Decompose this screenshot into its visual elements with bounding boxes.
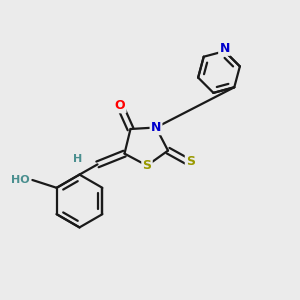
Text: HO: HO bbox=[11, 175, 29, 185]
Text: O: O bbox=[115, 99, 125, 112]
Text: N: N bbox=[151, 121, 161, 134]
Text: N: N bbox=[219, 42, 230, 55]
Text: S: S bbox=[142, 159, 152, 172]
Text: S: S bbox=[186, 155, 195, 168]
Text: H: H bbox=[73, 154, 82, 164]
